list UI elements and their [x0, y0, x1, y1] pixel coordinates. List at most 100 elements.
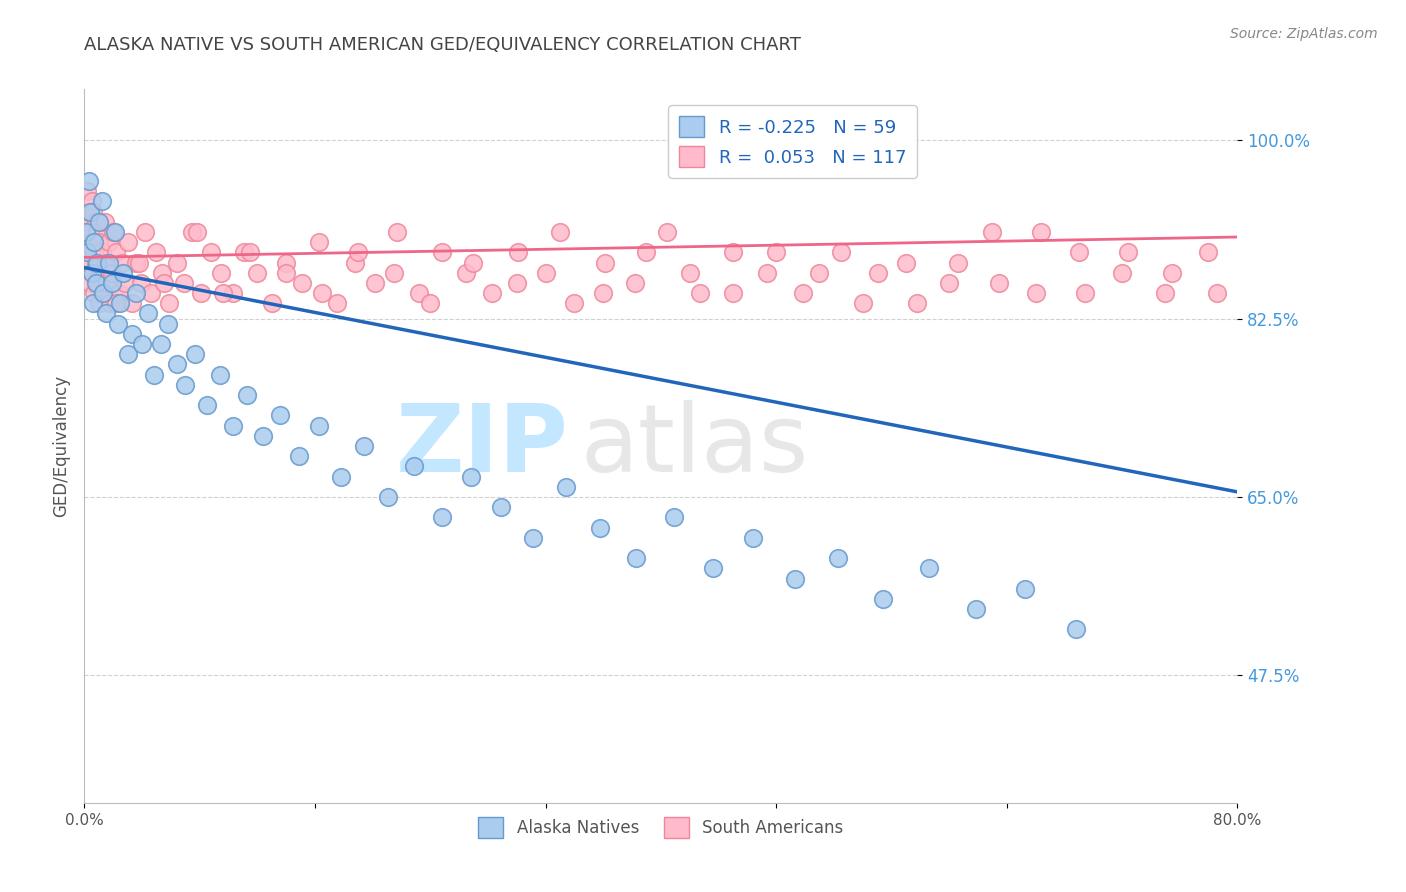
- Point: [136, 306, 159, 320]
- Point: [150, 266, 173, 280]
- Point: [121, 326, 143, 341]
- Point: [76, 215, 98, 229]
- Point: [1064, 623, 1087, 637]
- Point: [325, 296, 347, 310]
- Point: [236, 388, 259, 402]
- Point: [288, 449, 311, 463]
- Point: [506, 276, 529, 290]
- Point: [104, 225, 127, 239]
- Point: [721, 245, 744, 260]
- Point: [79, 204, 101, 219]
- Point: [918, 561, 941, 575]
- Point: [1296, 266, 1319, 280]
- Point: [419, 296, 441, 310]
- Point: [117, 347, 139, 361]
- Point: [157, 296, 180, 310]
- Point: [97, 235, 120, 249]
- Point: [233, 245, 256, 260]
- Point: [353, 439, 375, 453]
- Point: [329, 469, 352, 483]
- Point: [190, 286, 212, 301]
- Point: [142, 368, 165, 382]
- Point: [965, 602, 987, 616]
- Point: [75, 245, 97, 260]
- Point: [1025, 286, 1047, 301]
- Point: [89, 266, 111, 280]
- Point: [121, 296, 143, 310]
- Point: [117, 235, 139, 249]
- Point: [702, 561, 724, 575]
- Point: [84, 215, 107, 229]
- Point: [97, 255, 120, 269]
- Point: [83, 245, 105, 260]
- Point: [1198, 245, 1220, 260]
- Text: atlas: atlas: [581, 400, 808, 492]
- Point: [125, 255, 148, 269]
- Point: [291, 276, 314, 290]
- Point: [87, 296, 110, 310]
- Point: [87, 215, 110, 229]
- Point: [508, 245, 530, 260]
- Point: [592, 286, 614, 301]
- Point: [1116, 245, 1139, 260]
- Point: [131, 337, 153, 351]
- Point: [808, 266, 831, 280]
- Point: [79, 276, 101, 290]
- Text: Source: ZipAtlas.com: Source: ZipAtlas.com: [1230, 27, 1378, 41]
- Point: [765, 245, 787, 260]
- Point: [222, 418, 245, 433]
- Point: [489, 500, 512, 515]
- Point: [946, 255, 969, 269]
- Point: [655, 225, 678, 239]
- Point: [84, 276, 107, 290]
- Point: [108, 286, 131, 301]
- Point: [347, 245, 370, 260]
- Point: [679, 266, 702, 280]
- Point: [905, 296, 928, 310]
- Point: [554, 480, 576, 494]
- Point: [430, 510, 453, 524]
- Point: [1067, 245, 1090, 260]
- Point: [756, 266, 779, 280]
- Legend: Alaska Natives, South Americans: Alaska Natives, South Americans: [471, 811, 851, 845]
- Point: [988, 276, 1011, 290]
- Point: [548, 225, 571, 239]
- Point: [1014, 582, 1036, 596]
- Point: [77, 174, 100, 188]
- Point: [534, 266, 557, 280]
- Point: [1161, 266, 1184, 280]
- Point: [211, 286, 233, 301]
- Point: [430, 245, 453, 260]
- Text: ZIP: ZIP: [395, 400, 568, 492]
- Point: [105, 245, 128, 260]
- Point: [86, 225, 108, 239]
- Point: [830, 245, 852, 260]
- Point: [105, 296, 128, 310]
- Point: [100, 276, 122, 290]
- Point: [463, 255, 485, 269]
- Point: [195, 398, 218, 412]
- Point: [1206, 286, 1229, 301]
- Point: [200, 245, 222, 260]
- Point: [76, 245, 98, 260]
- Point: [636, 245, 658, 260]
- Point: [276, 255, 298, 269]
- Point: [145, 245, 167, 260]
- Point: [80, 235, 103, 249]
- Point: [689, 286, 711, 301]
- Point: [173, 276, 195, 290]
- Point: [82, 266, 104, 280]
- Point: [239, 245, 262, 260]
- Point: [827, 551, 849, 566]
- Point: [86, 255, 108, 269]
- Point: [408, 286, 430, 301]
- Point: [98, 296, 121, 310]
- Point: [79, 225, 101, 239]
- Point: [852, 296, 875, 310]
- Point: [1251, 245, 1274, 260]
- Point: [94, 255, 117, 269]
- Point: [721, 286, 744, 301]
- Y-axis label: GED/Equivalency: GED/Equivalency: [52, 375, 70, 517]
- Point: [100, 266, 122, 280]
- Point: [783, 572, 806, 586]
